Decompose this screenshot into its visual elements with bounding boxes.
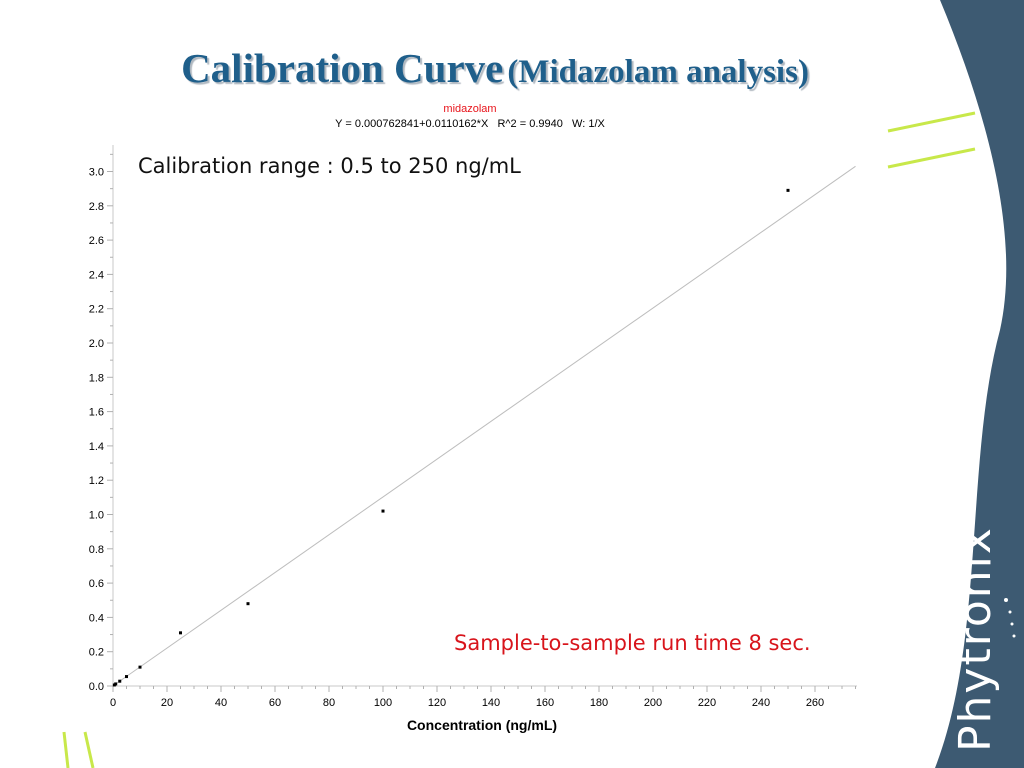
data-point [138, 665, 142, 669]
x-tick-label: 100 [374, 697, 392, 709]
fit-line-group [112, 165, 856, 687]
y-tick-label: 1.8 [89, 372, 104, 384]
title-sub: (Midazolam analysis) [507, 54, 809, 90]
accent-line [887, 147, 976, 169]
x-tick-label: 60 [269, 697, 281, 709]
y-tick-label: 0.0 [89, 681, 104, 693]
x-tick-label: 120 [428, 697, 446, 709]
data-point [179, 631, 182, 635]
page-title: Calibration Curve (Midazolam analysis) [0, 44, 990, 92]
regression-equation: Y = 0.000762841+0.0110162*X R^2 = 0.9940… [335, 118, 605, 130]
calibration-range-note: Calibration range : 0.5 to 250 ng/mL [138, 154, 521, 178]
fit-line [112, 165, 856, 687]
y-tick-label: 1.6 [89, 407, 104, 419]
y-tick-label: 1.4 [89, 441, 104, 453]
accent-line [62, 731, 70, 768]
x-tick-label: 180 [590, 697, 608, 709]
y-tick-label: 2.4 [89, 269, 104, 281]
data-point [114, 682, 118, 686]
accent-line [83, 731, 95, 768]
y-tick-label: 0.6 [89, 578, 104, 590]
run-time-note: Sample-to-sample run time 8 sec. [454, 631, 811, 655]
y-tick-label: 2.6 [89, 235, 104, 247]
y-tick-label: 2.8 [89, 201, 104, 213]
data-points [112, 188, 790, 687]
y-tick-label: 3.0 [89, 167, 104, 179]
y-tick-label: 1.0 [89, 510, 104, 522]
x-tick-label: 20 [161, 697, 173, 709]
data-point [118, 679, 122, 683]
x-tick-label: 140 [482, 697, 500, 709]
y-tick-label: 0.8 [89, 544, 104, 556]
accent-line [887, 111, 976, 133]
data-point [125, 675, 128, 679]
x-axis-label: Concentration (ng/mL) [407, 717, 557, 733]
brand-logo-dots [964, 538, 1016, 638]
x-tick-label: 80 [323, 697, 335, 709]
y-tick-label: 2.0 [89, 338, 104, 350]
x-tick-label: 160 [536, 697, 554, 709]
x-tick-label: 0 [110, 697, 116, 709]
chart-axes: 0 20 40 60 80 100 120 140 160 180 200 220 240 260 0.0 0… [89, 145, 857, 709]
brand-panel-shape [935, 0, 1024, 768]
series-label: midazolam [443, 103, 497, 115]
data-point [786, 188, 790, 192]
data-point [246, 602, 250, 606]
x-tick-label: 260 [806, 697, 824, 709]
y-tick-label: 2.2 [89, 304, 104, 316]
y-tick-label: 0.2 [89, 647, 104, 659]
title-main: Calibration Curve [181, 45, 504, 91]
x-tick-label: 40 [215, 697, 227, 709]
y-tick-label: 1.2 [89, 475, 104, 487]
data-point [381, 509, 385, 513]
x-tick-label: 220 [698, 697, 716, 709]
x-tick-label: 200 [644, 697, 662, 709]
y-tick-label: 0.4 [89, 612, 104, 624]
x-tick-label: 240 [752, 697, 770, 709]
